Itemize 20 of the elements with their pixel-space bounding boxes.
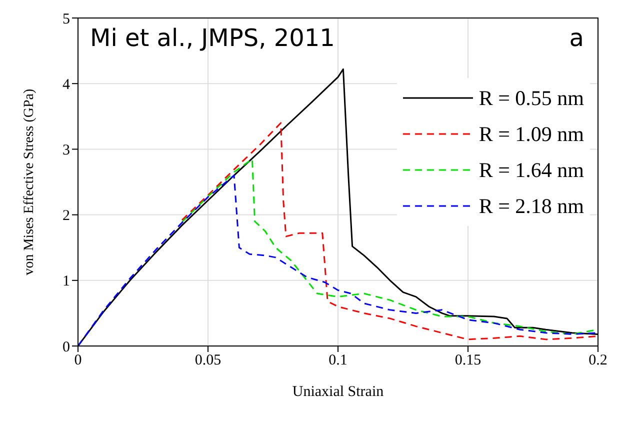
x-axis-title: Uniaxial Strain: [292, 384, 384, 400]
legend-label: R = 1.09 nm: [478, 122, 584, 146]
y-axis-title: von Mises Effective Stress (GPa): [22, 88, 37, 276]
y-tick-label: 0: [62, 339, 70, 356]
legend-label: R = 1.64 nm: [478, 158, 584, 182]
y-tick-label: 2: [62, 208, 70, 224]
legend-label: R = 2.18 nm: [478, 194, 584, 218]
x-tick-label: 0.05: [194, 352, 222, 369]
y-tick-label: 5: [62, 11, 70, 28]
annotation: a: [569, 24, 584, 52]
y-tick-label: 1: [62, 274, 70, 290]
line-series: [181, 122, 598, 340]
x-tick-label: 0.15: [454, 352, 482, 369]
annotation: Mi et al., JMPS, 2011: [90, 24, 335, 52]
x-tick-label: 0.2: [588, 352, 608, 369]
y-tick-label: 3: [62, 142, 70, 159]
x-tick-label: 0.1: [328, 352, 348, 369]
legend-label: R = 0.55 nm: [478, 86, 584, 110]
x-tick-label: 0: [74, 352, 82, 369]
y-tick-label: 4: [62, 76, 70, 93]
